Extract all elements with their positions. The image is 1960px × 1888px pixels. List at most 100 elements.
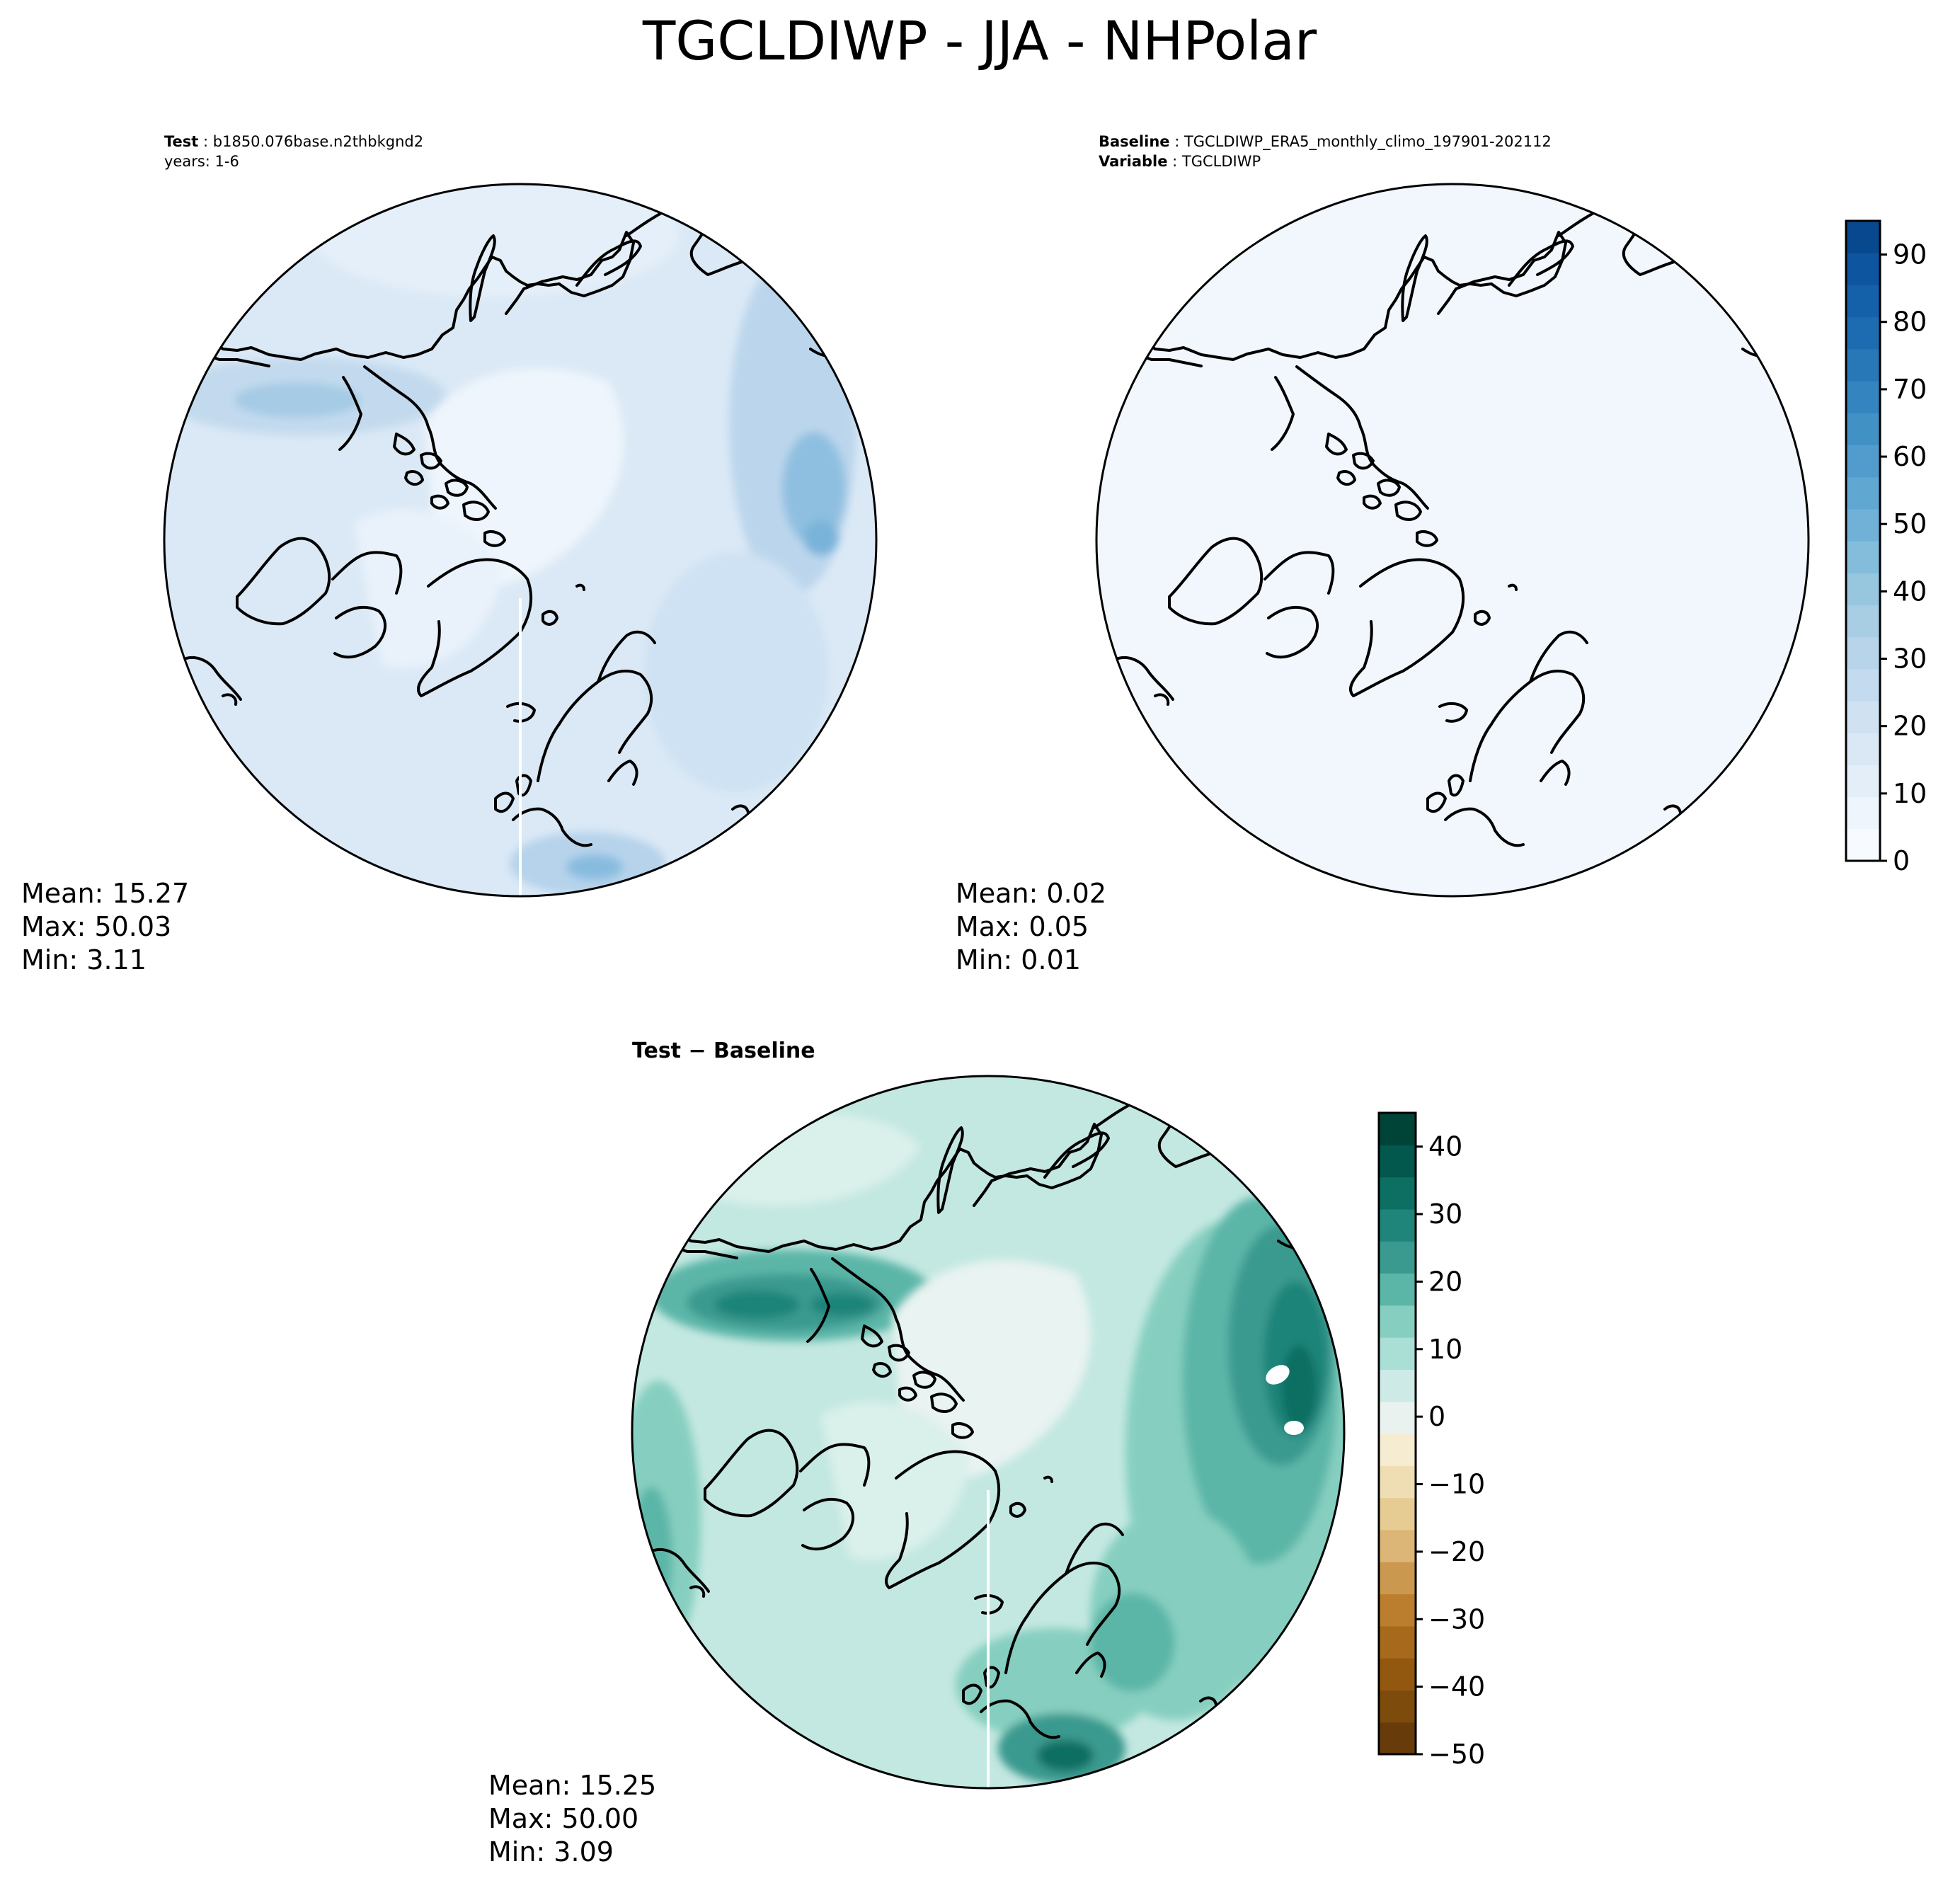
panel-test-header-line2: years: 1-6 [164, 153, 239, 170]
colorbar-segment [1379, 1722, 1416, 1755]
colorbar-segment [1379, 1401, 1416, 1434]
colorbar-segment [1846, 508, 1880, 542]
max-spot [1284, 1421, 1304, 1435]
map-boundary [163, 183, 878, 898]
header-key: Test [164, 133, 198, 150]
colorbar-segment [1379, 1305, 1416, 1338]
header-sep: : [1167, 153, 1181, 170]
panel-baseline-max: Max: 0.05 [956, 911, 1089, 942]
colorbar-segment [1379, 1273, 1416, 1306]
panel-diff-mean: Mean: 15.25 [488, 1770, 656, 1801]
colorbar-segment [1846, 605, 1880, 638]
colorbar-tick-label: 0 [1893, 845, 1910, 876]
colorbar-tick-label: 30 [1428, 1198, 1462, 1230]
colorbar-segment [1379, 1434, 1416, 1466]
panel-baseline-map [1096, 184, 1809, 896]
colorbar-segment [1846, 636, 1880, 670]
colorbar-segment [1846, 668, 1880, 702]
header-value: TGCLDIWP [1181, 153, 1261, 170]
header-key: Variable [1099, 153, 1167, 170]
panel-test: Test : b1850.076base.n2thbkgnd2 years: 1… [21, 133, 878, 976]
header-key: Baseline [1099, 133, 1170, 150]
field-patches [632, 1196, 1344, 1784]
panel-test-header-line1: Test : b1850.076base.n2thbkgnd2 [164, 133, 423, 150]
panel-test-max: Max: 50.03 [21, 911, 171, 942]
colorbar-segment [1379, 1562, 1416, 1595]
colorbar-tick-label: −50 [1428, 1739, 1485, 1770]
colorbar-segment [1846, 573, 1880, 605]
header-value: TGCLDIWP_ERA5_monthly_climo_197901-20211… [1184, 133, 1552, 151]
colorbar-tick-label: 0 [1428, 1401, 1445, 1432]
panel-diff-max: Max: 50.00 [488, 1803, 638, 1834]
header-value: b1850.076base.n2thbkgnd2 [213, 133, 423, 150]
max-spot [1266, 1365, 1290, 1385]
colorbar-diff: −50 −40 −30 −20 −10 0 10 20 30 40 [1377, 1111, 1485, 1770]
panel-baseline-header-line2: Variable : TGCLDIWP [1099, 153, 1261, 170]
colorbar-segment [1846, 796, 1880, 830]
colorbar-segment [1846, 701, 1880, 733]
header-sep: : [1170, 133, 1184, 150]
colorbar-tick-label: 80 [1893, 307, 1927, 338]
colorbar-tick-label: 20 [1893, 711, 1927, 742]
colorbar-segment [1379, 1145, 1416, 1178]
colorbar-tick-label: 50 [1893, 508, 1927, 539]
panel-baseline: Baseline : TGCLDIWP_ERA5_monthly_climo_1… [956, 133, 1810, 976]
panel-diff: Test − Baseline [488, 1039, 1346, 1867]
colorbar-segment [1379, 1337, 1416, 1370]
colorbar-segment [1379, 1497, 1416, 1531]
colorbar-segment [1379, 1177, 1416, 1210]
panel-baseline-min: Min: 0.01 [956, 944, 1081, 976]
colorbar-segment [1379, 1658, 1416, 1690]
colorbar-segment [1846, 221, 1880, 253]
colorbar-segment [1379, 1113, 1416, 1145]
colorbar-segment [1379, 1529, 1416, 1562]
panel-diff-map [632, 1076, 1344, 1788]
colorbar-frame [1845, 219, 1881, 862]
map-boundary [631, 1075, 1346, 1790]
colorbar-tick-label: −40 [1428, 1671, 1485, 1703]
arctic-low [354, 368, 624, 668]
colorbar-segment [1846, 733, 1880, 765]
colorbar-tick-label: 90 [1893, 239, 1927, 270]
colorbar-segment [1379, 1241, 1416, 1274]
colorbar-segment [1379, 1594, 1416, 1627]
colorbar-tick-label: 30 [1893, 643, 1927, 675]
colorbar-segment [1846, 413, 1880, 445]
field-patches [164, 184, 856, 896]
colorbar-segment [1846, 541, 1880, 573]
colorbar-segment [1379, 1690, 1416, 1723]
colorbar-tick-label: −20 [1428, 1536, 1485, 1567]
colorbar-segment [1846, 828, 1880, 862]
colorbar-segment [1846, 476, 1880, 510]
colorbar-segment [1379, 1369, 1416, 1402]
colorbar-segment [1846, 348, 1880, 382]
colorbar-main: 0 10 20 30 40 50 60 70 80 90 [1845, 219, 1927, 876]
colorbar-segment [1846, 445, 1880, 478]
colorbar-segment [1379, 1465, 1416, 1499]
panel-test-mean: Mean: 15.27 [21, 878, 189, 909]
colorbar-segment [1846, 765, 1880, 798]
panel-test-map [164, 184, 876, 896]
figure-title: TGCLDIWP - JJA - NHPolar [642, 9, 1317, 72]
panel-baseline-mean: Mean: 0.02 [956, 878, 1106, 909]
colorbar-segment [1846, 253, 1880, 285]
colorbar-segment [1846, 285, 1880, 318]
panel-diff-min: Min: 3.09 [488, 1836, 614, 1867]
colorbar-tick-label: 20 [1428, 1266, 1462, 1297]
header-sep: : [198, 133, 212, 150]
map-boundary [1095, 183, 1810, 898]
ocean-fill [1096, 184, 1809, 896]
colorbar-tick-label: −30 [1428, 1603, 1485, 1635]
panel-baseline-header-line1: Baseline : TGCLDIWP_ERA5_monthly_climo_1… [1099, 133, 1552, 151]
colorbar-segment [1846, 381, 1880, 413]
colorbar-tick-label: −10 [1428, 1469, 1485, 1500]
panel-test-min: Min: 3.11 [21, 944, 147, 976]
colorbar-frame [1377, 1111, 1417, 1756]
colorbar-tick-label: 70 [1893, 374, 1927, 405]
header-key: Test − Baseline [632, 1039, 815, 1063]
header-value: years: 1-6 [164, 153, 239, 170]
panel-diff-header: Test − Baseline [632, 1039, 815, 1063]
colorbar-segment [1379, 1625, 1416, 1659]
colorbar-tick-label: 60 [1893, 441, 1927, 472]
